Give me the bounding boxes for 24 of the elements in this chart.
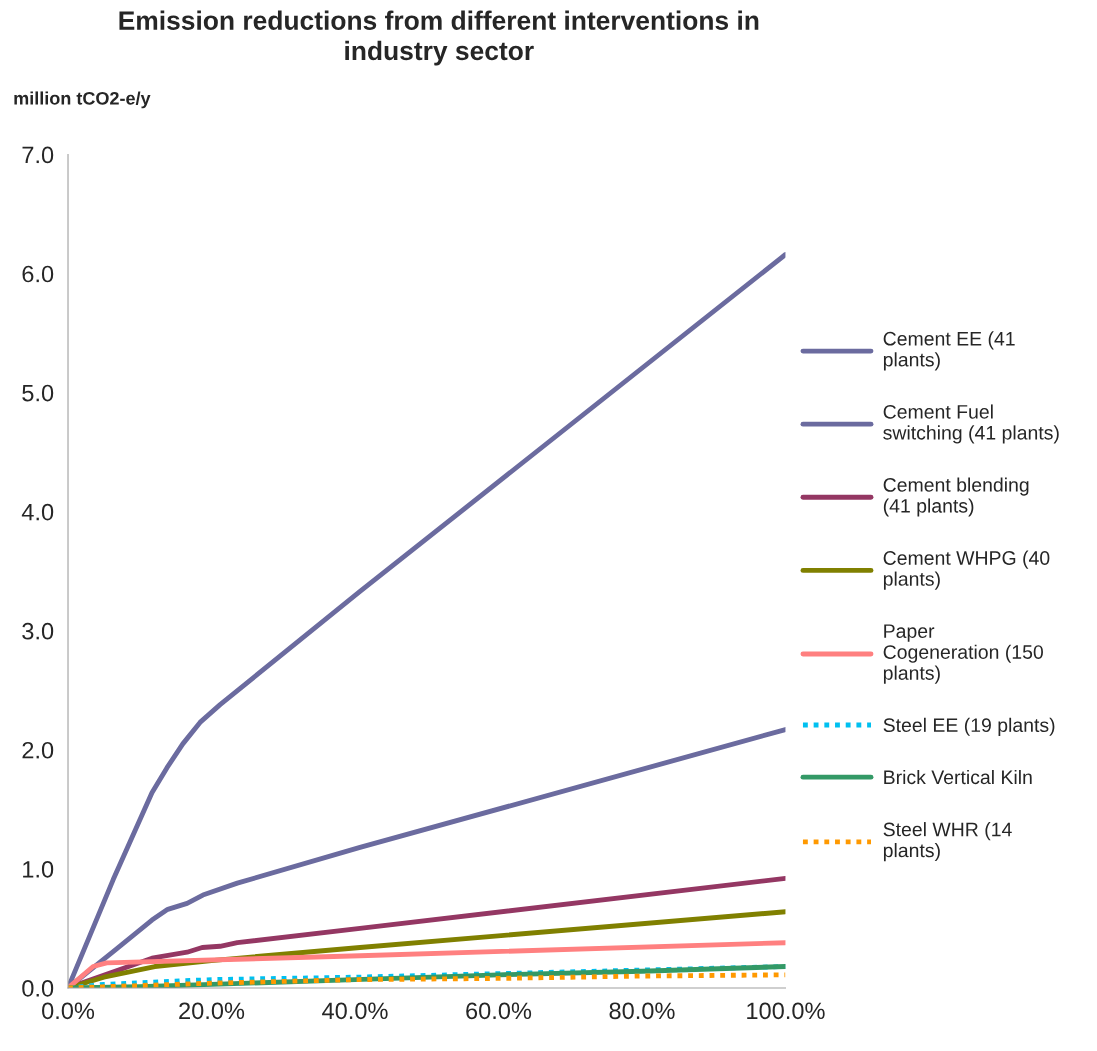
x-tick-label: 60.0% bbox=[466, 1002, 532, 1020]
x-tick-label: 100.0% bbox=[747, 1002, 825, 1020]
y-tick-label: 6.0 bbox=[22, 265, 54, 283]
legend-label: Paper Cogeneration (150 plants) bbox=[883, 624, 1043, 684]
legend-label: Cement EE (41 plants) bbox=[883, 331, 1015, 371]
y-tick-label: 0.0 bbox=[22, 980, 54, 997]
x-tick-label: 20.0% bbox=[179, 1002, 245, 1020]
legend-label: Steel WHR (14 plants) bbox=[883, 822, 1012, 862]
legend-label: Cement blending (41 plants) bbox=[883, 477, 1029, 517]
y-tick-label: 7.0 bbox=[22, 146, 54, 164]
y-tick-label: 1.0 bbox=[23, 860, 54, 878]
y-axis-title: million tCO2-e/y bbox=[14, 91, 151, 109]
legend-label: Cement WHPG (40 plants) bbox=[883, 550, 1050, 590]
x-tick-label: 40.0% bbox=[322, 1002, 388, 1020]
y-tick-label: 5.0 bbox=[22, 384, 54, 402]
y-tick-label: 3.0 bbox=[22, 622, 54, 640]
chart-title: Emission reductions from different interventions in industry sector bbox=[119, 10, 759, 66]
legend-label: Steel EE (19 plants) bbox=[883, 717, 1055, 736]
legend-label: Brick Vertical Kiln bbox=[884, 769, 1032, 785]
x-tick-label: 80.0% bbox=[609, 1002, 675, 1020]
x-tick-label: 0.0% bbox=[42, 1002, 95, 1020]
y-tick-label: 2.0 bbox=[22, 741, 54, 759]
legend-label: Cement Fuel switching (41 plants) bbox=[883, 404, 1059, 444]
y-tick-label: 4.0 bbox=[21, 503, 54, 521]
